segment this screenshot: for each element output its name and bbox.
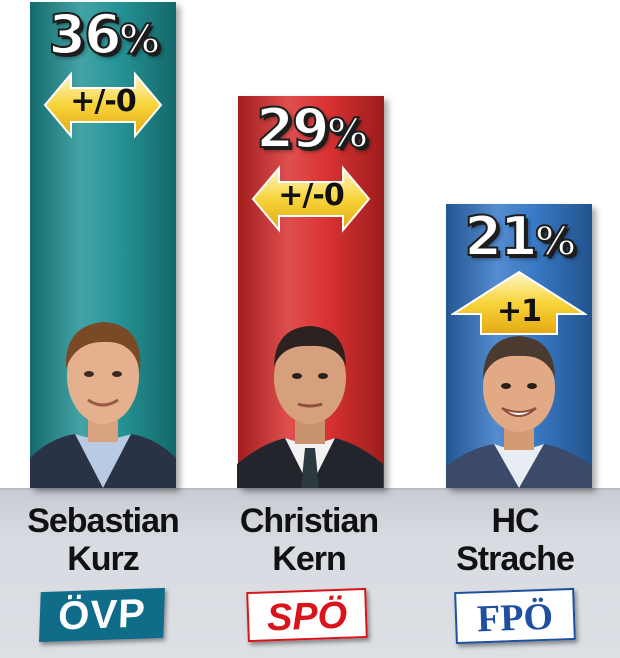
value-number: 21 xyxy=(463,205,538,268)
change-arrow-hc-strache: +1 xyxy=(451,270,587,340)
value-label-sebastian-kurz: 36% xyxy=(30,7,176,63)
party-logo-fpo: FPÖ xyxy=(454,587,576,645)
party-logo-spo: SPÖ xyxy=(246,587,368,643)
value-number: 29 xyxy=(255,97,330,160)
percent-sign: % xyxy=(535,219,577,265)
first-name: HC xyxy=(491,502,539,540)
change-label: +/-0 xyxy=(278,178,344,213)
portrait-christian-kern xyxy=(237,326,383,488)
change-arrow-christian-kern: +/-0 xyxy=(251,164,371,234)
value-label-hc-strache: 21% xyxy=(446,209,592,265)
last-name: Kurz xyxy=(67,540,140,578)
up-arrow-icon xyxy=(451,270,587,335)
party-logo-ovp: ÖVP xyxy=(39,587,165,643)
first-name: Sebastian xyxy=(27,502,180,540)
party-label: FPÖ xyxy=(476,595,554,641)
last-name: Kern xyxy=(272,540,346,578)
portrait-sebastian-kurz xyxy=(30,322,176,488)
party-label: ÖVP xyxy=(57,591,147,639)
value-label-christian-kern: 29% xyxy=(238,101,384,157)
candidate-name-hc-strache: HC Strache xyxy=(420,502,610,578)
last-name: Strache xyxy=(456,540,575,578)
party-label: SPÖ xyxy=(266,594,348,640)
first-name: Christian xyxy=(239,502,379,540)
double-arrow-icon xyxy=(251,165,371,233)
candidate-name-sebastian-kurz: Sebastian Kurz xyxy=(8,502,198,578)
value-number: 36 xyxy=(47,3,122,66)
candidate-name-christian-kern: Christian Kern xyxy=(214,502,404,578)
change-label: +1 xyxy=(496,294,542,329)
portrait-hc-strache xyxy=(446,336,592,488)
double-arrow-icon xyxy=(43,71,163,139)
change-label: +/-0 xyxy=(70,84,136,119)
percent-sign: % xyxy=(119,17,161,63)
percent-sign: % xyxy=(327,111,369,157)
change-arrow-sebastian-kurz: +/-0 xyxy=(43,70,163,140)
